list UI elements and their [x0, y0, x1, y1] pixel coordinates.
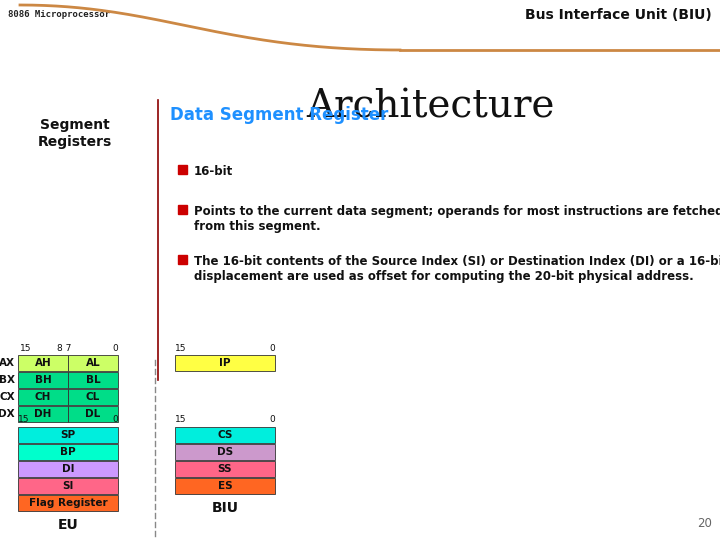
Text: 20: 20: [697, 517, 712, 530]
Text: IP: IP: [220, 358, 230, 368]
Bar: [68, 406, 118, 422]
Bar: [68, 389, 118, 405]
Text: 15: 15: [20, 344, 32, 353]
Bar: [18, 389, 68, 405]
Text: BIU: BIU: [212, 501, 238, 515]
Text: 0: 0: [112, 415, 118, 424]
Bar: [175, 355, 275, 371]
Text: DX: DX: [0, 409, 15, 419]
Bar: [175, 461, 275, 477]
Bar: [18, 495, 118, 511]
Text: Bus Interface Unit (BIU): Bus Interface Unit (BIU): [526, 8, 712, 22]
Text: Flag Register: Flag Register: [29, 498, 107, 508]
Text: DI: DI: [62, 464, 74, 474]
Text: AH: AH: [35, 358, 51, 368]
Bar: [175, 427, 275, 443]
Bar: [68, 355, 118, 371]
Text: 16-bit: 16-bit: [194, 165, 233, 178]
Bar: [178, 255, 187, 264]
Text: CX: CX: [0, 392, 15, 402]
Text: 15: 15: [18, 415, 30, 424]
Text: BL: BL: [86, 375, 100, 385]
Text: SI: SI: [63, 481, 73, 491]
Text: BX: BX: [0, 375, 15, 385]
Text: SP: SP: [60, 430, 76, 440]
Text: DH: DH: [35, 409, 52, 419]
Text: 0: 0: [269, 415, 275, 424]
Text: BP: BP: [60, 447, 76, 457]
Text: SS: SS: [217, 464, 233, 474]
Text: Data Segment Register: Data Segment Register: [170, 106, 388, 124]
Text: 8 7: 8 7: [57, 344, 71, 353]
Bar: [175, 478, 275, 494]
Bar: [18, 355, 68, 371]
Bar: [18, 427, 118, 443]
Bar: [18, 461, 118, 477]
Bar: [18, 444, 118, 460]
Text: 8086 Microprocessor: 8086 Microprocessor: [8, 10, 110, 19]
Text: DS: DS: [217, 447, 233, 457]
Bar: [68, 372, 118, 388]
Text: DL: DL: [86, 409, 101, 419]
Text: Points to the current data segment; operands for most instructions are fetched
f: Points to the current data segment; oper…: [194, 205, 720, 233]
Bar: [178, 205, 187, 214]
Text: 15: 15: [175, 415, 186, 424]
Text: CH: CH: [35, 392, 51, 402]
Bar: [18, 478, 118, 494]
Text: AL: AL: [86, 358, 100, 368]
Bar: [175, 444, 275, 460]
Text: EU: EU: [58, 518, 78, 532]
Bar: [178, 165, 187, 174]
Text: Segment
Registers: Segment Registers: [38, 118, 112, 149]
Text: CS: CS: [217, 430, 233, 440]
Text: 0: 0: [112, 344, 118, 353]
Text: CL: CL: [86, 392, 100, 402]
Bar: [18, 372, 68, 388]
Bar: [18, 406, 68, 422]
Text: Architecture: Architecture: [306, 88, 554, 125]
Text: 15: 15: [175, 344, 186, 353]
Text: The 16-bit contents of the Source Index (SI) or Destination Index (DI) or a 16-b: The 16-bit contents of the Source Index …: [194, 255, 720, 283]
Text: 0: 0: [269, 344, 275, 353]
Text: AX: AX: [0, 358, 15, 368]
Text: BH: BH: [35, 375, 51, 385]
Text: ES: ES: [217, 481, 233, 491]
